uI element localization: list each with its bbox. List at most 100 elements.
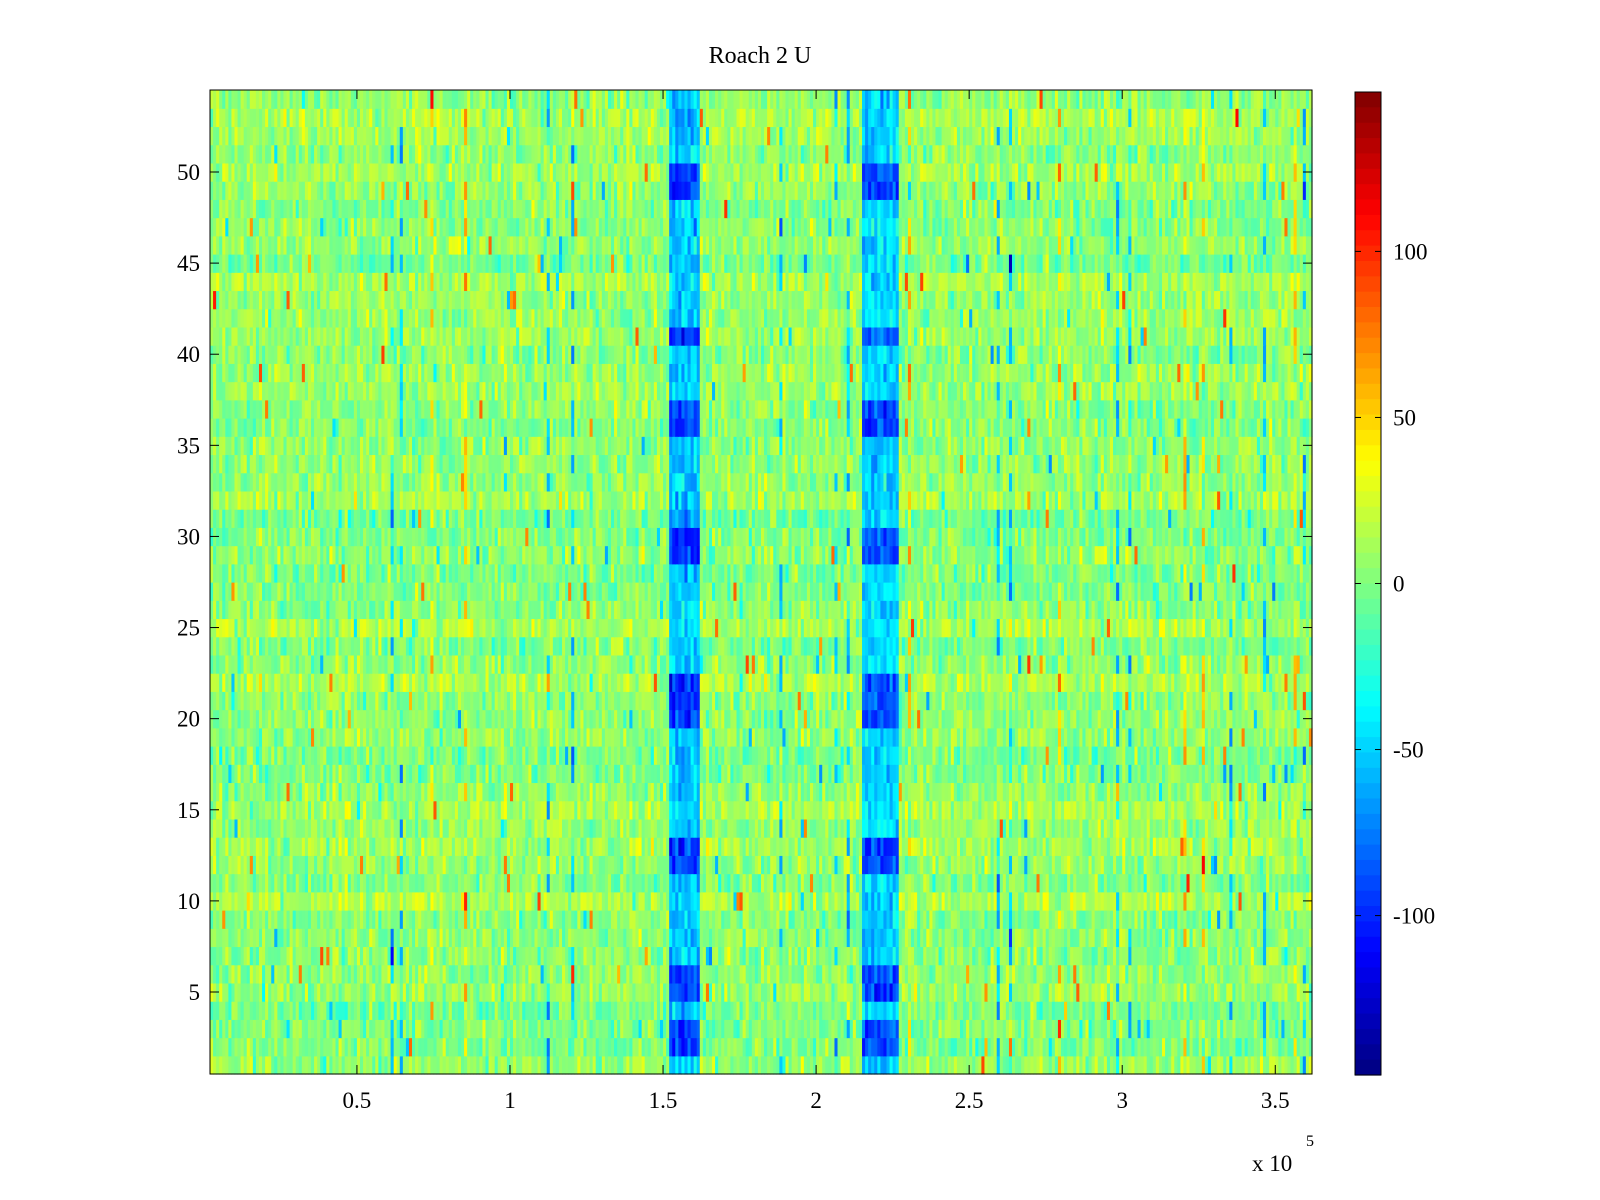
heatmap-cell — [528, 1019, 533, 1039]
heatmap-cell — [947, 946, 952, 966]
heatmap-cell — [791, 855, 796, 875]
heatmap-cell — [690, 982, 695, 1002]
heatmap-cell — [390, 855, 395, 875]
heatmap-cell — [865, 1037, 869, 1057]
heatmap-cell — [727, 982, 731, 1002]
heatmap-cell — [858, 1037, 863, 1057]
heatmap-cell — [286, 873, 291, 893]
heatmap-cell — [473, 928, 477, 948]
heatmap-cell — [509, 891, 514, 911]
heatmap-cell — [216, 1001, 220, 1020]
heatmap-cell — [932, 1019, 937, 1039]
heatmap-cell — [1201, 946, 1206, 966]
heatmap-cell — [840, 946, 845, 966]
heatmap-cell — [718, 1001, 722, 1020]
heatmap-cell — [761, 928, 765, 948]
heatmap-cell — [617, 946, 621, 966]
heatmap-cell — [1168, 964, 1172, 984]
heatmap-cell — [1079, 1037, 1084, 1057]
heatmap-cell — [715, 1001, 719, 1020]
heatmap-cell — [338, 964, 343, 984]
heatmap-cell — [210, 1055, 214, 1075]
heatmap-cell — [457, 1037, 462, 1057]
heatmap-cell — [910, 1019, 915, 1039]
heatmap-cell — [1253, 982, 1258, 1002]
heatmap-cell — [724, 1001, 728, 1020]
heatmap-cell — [910, 964, 915, 984]
heatmap-cell — [972, 891, 976, 911]
heatmap-cell — [1116, 910, 1120, 929]
heatmap-cell — [886, 1037, 891, 1057]
heatmap-cell — [421, 1055, 425, 1075]
heatmap-cell — [880, 946, 885, 966]
heatmap-cell — [1021, 982, 1025, 1002]
heatmap-cell — [332, 1019, 337, 1039]
heatmap-cell — [666, 1037, 670, 1057]
heatmap-cell — [1247, 982, 1252, 1002]
heatmap-cell — [1269, 837, 1273, 856]
heatmap-cell — [886, 946, 891, 966]
heatmap-cell — [470, 946, 474, 966]
heatmap-cell — [1290, 855, 1295, 875]
heatmap-cell — [476, 891, 480, 911]
heatmap-cell — [252, 1037, 257, 1057]
heatmap-cell — [418, 855, 422, 875]
heatmap-cell — [249, 837, 254, 856]
heatmap-cell — [895, 1019, 900, 1039]
heatmap-cell — [488, 982, 493, 1002]
heatmap-cell — [243, 928, 248, 948]
heatmap-cell — [825, 873, 829, 893]
heatmap-cell — [1103, 910, 1108, 929]
heatmap-cell — [516, 982, 520, 1002]
heatmap-cell — [356, 964, 361, 984]
heatmap-cell — [583, 982, 588, 1002]
heatmap-cell — [451, 891, 456, 911]
heatmap-cell — [956, 1037, 961, 1057]
heatmap-cell — [494, 964, 499, 984]
heatmap-cell — [632, 982, 637, 1002]
heatmap-cell — [1171, 946, 1175, 966]
heatmap-cell — [1100, 982, 1105, 1002]
heatmap-cell — [549, 910, 554, 929]
heatmap-cell — [1002, 1037, 1007, 1057]
heatmap-cell — [959, 891, 964, 911]
heatmap-cell — [1229, 1055, 1234, 1075]
heatmap-cell — [283, 946, 288, 966]
heatmap-cell — [782, 964, 787, 984]
heatmap-cell — [1109, 873, 1114, 893]
heatmap-cell — [1064, 855, 1068, 875]
heatmap-cell — [1220, 1037, 1224, 1057]
heatmap-cell — [329, 910, 334, 929]
heatmap-cell — [338, 891, 343, 911]
heatmap-cell — [454, 928, 459, 948]
heatmap-cell — [1149, 1001, 1154, 1020]
heatmap-cell — [476, 910, 480, 929]
heatmap-cell — [448, 1001, 453, 1020]
heatmap-cell — [825, 855, 829, 875]
heatmap-cell — [696, 818, 701, 838]
heatmap-cell — [338, 928, 343, 948]
heatmap-cell — [708, 818, 713, 838]
heatmap-cell — [231, 1055, 236, 1075]
heatmap-cell — [577, 891, 581, 911]
heatmap-cell — [712, 1019, 716, 1039]
heatmap-cell — [604, 1001, 609, 1020]
heatmap-cell — [1119, 928, 1123, 948]
heatmap-cell — [1290, 928, 1295, 948]
heatmap-cell — [1177, 964, 1181, 984]
heatmap-cell — [963, 910, 967, 929]
heatmap-cell — [663, 910, 667, 929]
heatmap-cell — [1174, 1019, 1178, 1039]
heatmap-cell — [641, 891, 646, 911]
heatmap-cell — [932, 1037, 937, 1057]
heatmap-cell — [1214, 1055, 1218, 1075]
heatmap-cell — [240, 964, 245, 984]
heatmap-cell — [568, 818, 572, 838]
heatmap-cell — [1177, 946, 1181, 966]
heatmap-cell — [647, 982, 652, 1002]
heatmap-cell — [736, 1037, 741, 1057]
heatmap-cell — [341, 891, 346, 911]
heatmap-cell — [1223, 910, 1227, 929]
heatmap-cell — [1174, 873, 1178, 893]
heatmap-cell — [629, 946, 634, 966]
